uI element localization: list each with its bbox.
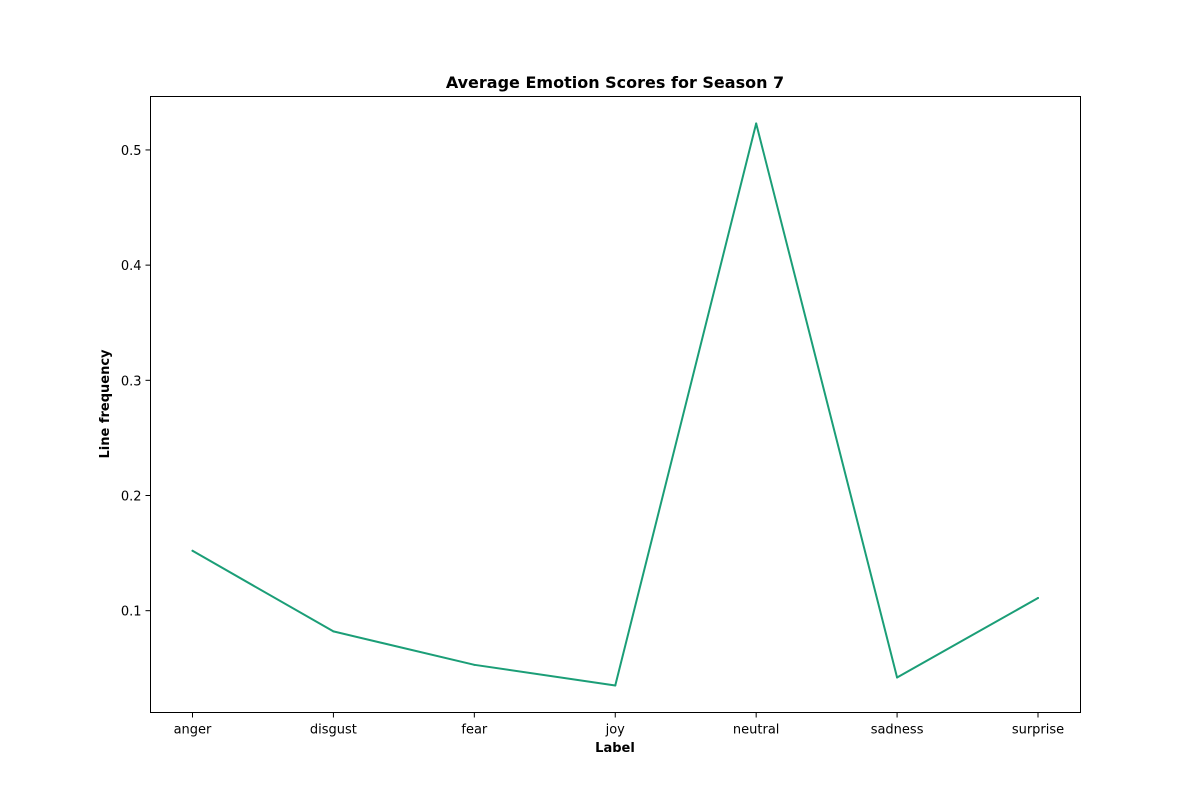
data-point xyxy=(896,676,899,679)
y-tick-label: 0.2 xyxy=(121,489,142,504)
data-point xyxy=(191,549,194,552)
data-point xyxy=(332,630,335,633)
chart-title: Average Emotion Scores for Season 7 xyxy=(446,73,784,92)
x-tick-label: disgust xyxy=(310,723,357,738)
y-tick-label: 0.1 xyxy=(121,605,142,620)
data-point xyxy=(755,122,758,125)
x-tick-label: anger xyxy=(174,723,212,738)
series-line xyxy=(191,122,1039,687)
y-tick-label: 0.5 xyxy=(121,144,142,159)
x-tick-label: surprise xyxy=(1012,723,1064,738)
series-layer xyxy=(191,122,1039,687)
data-point xyxy=(614,684,617,687)
x-tick-label: fear xyxy=(461,723,488,738)
x-axis-ticks: anger disgust fear joy neutral sadness surpris… xyxy=(174,712,1064,738)
x-tick-label: neutral xyxy=(733,723,780,738)
x-axis-label: Label xyxy=(595,741,635,756)
y-tick-label: 0.4 xyxy=(121,259,142,274)
y-axis-label: Line frequency xyxy=(98,349,113,459)
y-axis-ticks: 0.1 0.2 0.3 0.4 0.5 xyxy=(121,144,151,620)
y-tick-label: 0.3 xyxy=(121,374,142,389)
plot-area-frame xyxy=(150,96,1081,713)
data-point xyxy=(473,663,476,666)
data-point xyxy=(1037,597,1039,600)
x-tick-label: joy xyxy=(605,723,626,738)
x-tick-label: sadness xyxy=(871,723,924,738)
